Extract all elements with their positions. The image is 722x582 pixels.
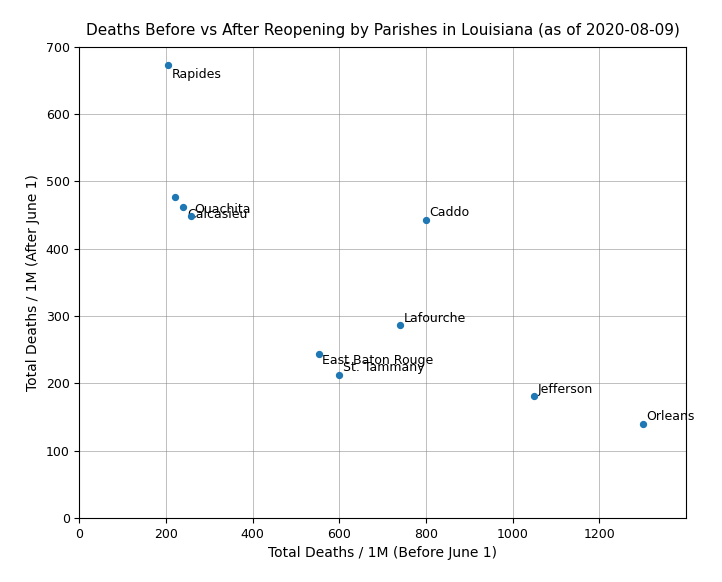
Text: East Baton Rouge: East Baton Rouge bbox=[323, 354, 434, 367]
Point bbox=[162, 61, 174, 70]
Point bbox=[637, 419, 648, 428]
Point bbox=[313, 349, 325, 359]
Text: Caddo: Caddo bbox=[430, 206, 469, 219]
Point bbox=[169, 193, 180, 202]
Point bbox=[334, 370, 345, 379]
Text: Calcasieu: Calcasieu bbox=[187, 208, 247, 221]
Text: Rapides: Rapides bbox=[172, 68, 222, 80]
Text: Orleans: Orleans bbox=[646, 410, 695, 423]
Text: Ouachita: Ouachita bbox=[195, 203, 251, 216]
Text: St. Tammany: St. Tammany bbox=[343, 361, 425, 374]
Point bbox=[420, 215, 432, 224]
Text: Lafourche: Lafourche bbox=[404, 312, 466, 325]
Y-axis label: Total Deaths / 1M (After June 1): Total Deaths / 1M (After June 1) bbox=[26, 174, 40, 391]
Text: Jefferson: Jefferson bbox=[538, 383, 593, 396]
X-axis label: Total Deaths / 1M (Before June 1): Total Deaths / 1M (Before June 1) bbox=[268, 546, 497, 560]
Point bbox=[178, 202, 189, 211]
Point bbox=[186, 212, 197, 221]
Point bbox=[529, 392, 540, 401]
Title: Deaths Before vs After Reopening by Parishes in Louisiana (as of 2020-08-09): Deaths Before vs After Reopening by Pari… bbox=[86, 23, 679, 38]
Point bbox=[394, 321, 406, 330]
